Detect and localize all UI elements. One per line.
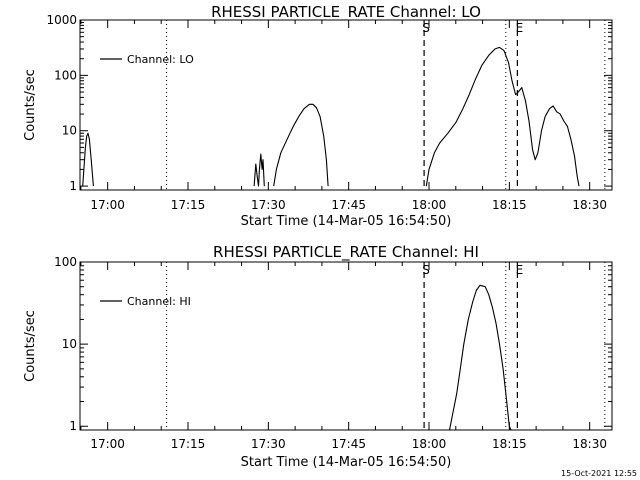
x-tick-label: 18:15 — [492, 437, 527, 451]
x-tick-label: 17:30 — [251, 437, 286, 451]
hi-channel-panel: RHESSI PARTICLE_RATE Channel: HI Start Ti… — [23, 243, 613, 470]
x-tick-label: 17:00 — [90, 198, 125, 212]
x-axis-label: Start Time (14-Mar-05 16:54:50) — [241, 214, 452, 229]
x-tick-label: 18:30 — [572, 198, 607, 212]
footer-timestamp: 15-Oct-2021 12:55 — [561, 469, 637, 478]
y-axis-label: Counts/sec — [23, 310, 38, 382]
series-line — [273, 103, 329, 187]
x-tick-label: 17:15 — [171, 198, 206, 212]
x-tick-label: 17:45 — [331, 198, 366, 212]
y-tick-label: 1 — [69, 179, 77, 193]
y-tick-label: 1 — [69, 419, 77, 433]
x-tick-label: 18:15 — [492, 198, 527, 212]
chart-title: RHESSI PARTICLE_RATE Channel: HI — [213, 243, 479, 262]
y-tick-label: 100 — [54, 255, 77, 269]
x-tick-label: 17:30 — [251, 198, 286, 212]
series-line — [448, 284, 512, 431]
plot-frame — [79, 19, 613, 191]
marker-label: S — [422, 21, 430, 35]
y-tick-label: 100 — [54, 68, 77, 82]
plot-frame — [79, 261, 613, 431]
lo-channel-panel: RHESSI PARTICLE_RATE Channel: LO Start Ti… — [23, 3, 613, 229]
series-line — [82, 132, 94, 187]
marker-label: S — [422, 263, 430, 277]
x-tick-label: 17:45 — [331, 437, 366, 451]
x-tick-label: 18:30 — [572, 437, 607, 451]
y-tick-label: 1000 — [46, 13, 77, 27]
y-tick-label: 10 — [62, 124, 77, 138]
legend-label: Channel: HI — [127, 295, 191, 308]
series-line — [425, 46, 580, 187]
x-tick-label: 17:00 — [90, 437, 125, 451]
x-tick-label: 18:00 — [412, 437, 447, 451]
x-tick-label: 18:00 — [412, 198, 447, 212]
x-tick-label: 17:15 — [171, 437, 206, 451]
series-line — [253, 153, 265, 187]
x-axis-label: Start Time (14-Mar-05 16:54:50) — [241, 455, 452, 470]
y-tick-label: 10 — [62, 337, 77, 351]
y-axis-label: Counts/sec — [23, 69, 38, 141]
marker-label: E — [516, 263, 524, 277]
chart-title: RHESSI PARTICLE_RATE Channel: LO — [211, 3, 481, 22]
marker-label: E — [516, 21, 524, 35]
legend-label: Channel: LO — [127, 53, 194, 66]
